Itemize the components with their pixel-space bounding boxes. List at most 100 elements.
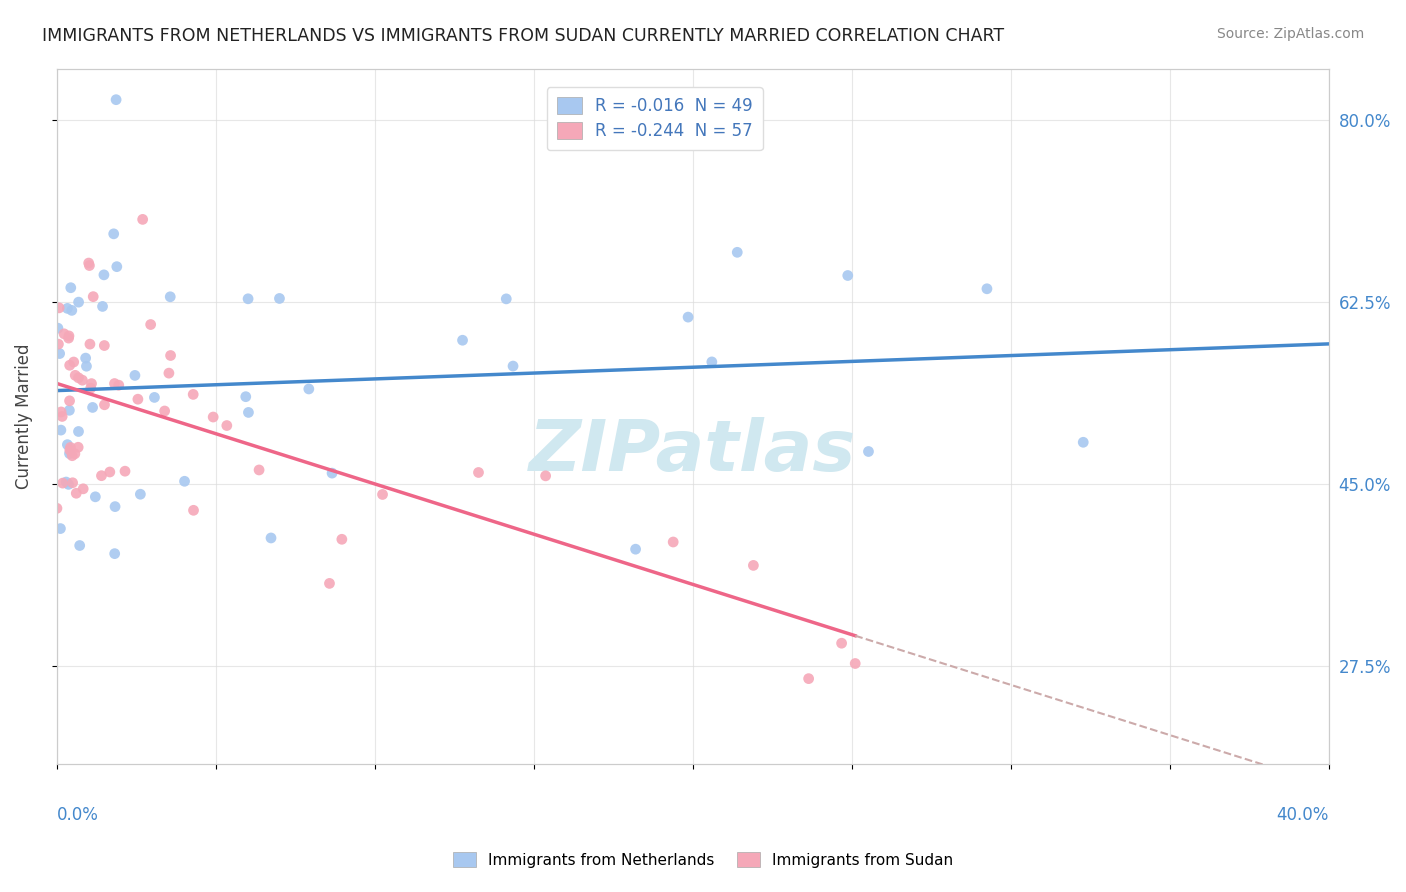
Point [858,444,880,458]
Point [105,260,128,274]
Point [49,405,72,419]
Point [65,368,87,383]
Point [82,290,104,304]
Point [330,533,353,547]
Point [53,326,76,341]
Point [159,349,181,363]
Point [105,93,128,107]
Point [451,333,474,347]
Point [502,359,524,373]
Point [269,292,291,306]
Point [67,425,90,439]
Point [79,337,101,351]
Point [59,443,82,458]
Point [48,301,70,315]
Point [321,466,343,480]
Point [1071,435,1094,450]
Point [371,487,394,501]
Point [725,245,748,260]
Point [534,468,557,483]
Point [58,393,80,408]
Point [467,466,489,480]
Point [77,256,100,270]
Point [67,295,90,310]
Point [80,376,103,391]
Point [129,487,152,501]
Point [84,490,107,504]
Point [114,464,136,478]
Point [260,531,283,545]
Point [202,410,225,425]
Point [215,418,238,433]
Point [58,477,80,491]
Text: IMMIGRANTS FROM NETHERLANDS VS IMMIGRANTS FROM SUDAN CURRENTLY MARRIED CORRELATI: IMMIGRANTS FROM NETHERLANDS VS IMMIGRANT… [42,27,1004,45]
Point [103,376,125,391]
Point [107,378,129,392]
Point [82,401,104,415]
Legend: R = -0.016  N = 49, R = -0.244  N = 57: R = -0.016 N = 49, R = -0.244 N = 57 [547,87,762,150]
Point [236,292,259,306]
Point [58,403,80,417]
Point [49,423,72,437]
Point [103,227,125,241]
Point [976,282,998,296]
Point [67,440,90,454]
Point [48,346,70,360]
Point [104,500,127,514]
Point [46,501,69,516]
Point [831,636,853,650]
Point [58,329,80,343]
Point [318,576,340,591]
Point [495,292,517,306]
Legend: Immigrants from Netherlands, Immigrants from Sudan: Immigrants from Netherlands, Immigrants … [446,844,960,875]
Point [104,547,127,561]
Point [143,391,166,405]
Point [65,486,87,500]
Point [247,463,270,477]
Point [49,522,72,536]
Point [75,359,97,374]
Point [51,409,73,424]
Point [127,392,149,407]
Point [60,303,83,318]
Point [46,321,69,335]
Text: 0.0%: 0.0% [56,806,98,824]
Point [72,482,94,496]
Point [742,558,765,573]
Y-axis label: Currently Married: Currently Married [15,343,32,489]
Point [153,404,176,418]
Point [700,355,723,369]
Point [91,300,114,314]
Point [159,290,181,304]
Point [837,268,859,283]
Point [173,475,195,489]
Point [72,373,94,387]
Point [58,446,80,460]
Point [676,310,699,325]
Point [52,476,75,491]
Point [59,358,82,372]
Point [93,398,115,412]
Point [238,405,260,419]
Point [624,542,647,557]
Point [62,475,84,490]
Point [59,441,82,455]
Point [298,382,321,396]
Text: 40.0%: 40.0% [1277,806,1329,824]
Point [80,381,103,395]
Point [139,318,162,332]
Point [59,281,82,295]
Point [56,437,79,451]
Point [844,657,866,671]
Point [183,503,205,517]
Point [69,539,91,553]
Point [58,331,80,345]
Point [67,371,90,385]
Point [235,390,257,404]
Point [124,368,146,383]
Point [56,301,79,316]
Point [662,535,685,549]
Text: ZIPatlas: ZIPatlas [529,417,856,486]
Point [90,468,112,483]
Point [157,366,180,380]
